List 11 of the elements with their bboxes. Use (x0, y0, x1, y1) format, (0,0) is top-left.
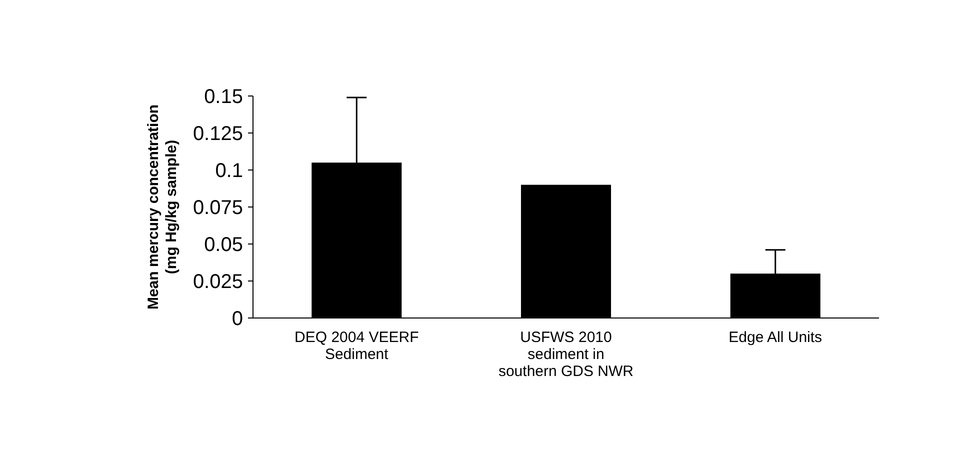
y-axis-title: Mean mercury concentration (mg Hg/kg sample) (145, 104, 180, 310)
y-tick-label: 0.025 (192, 271, 243, 293)
y-tick-label: 0.15 (204, 86, 243, 108)
y-tick-label: 0.125 (192, 123, 243, 145)
y-tick-label: 0.05 (204, 234, 243, 256)
x-tick-label: USFWS 2010 sediment in southern GDS NWR (498, 329, 634, 380)
x-tick-label: Edge All Units (728, 329, 822, 346)
x-tick-label: DEQ 2004 VEERF Sediment (294, 329, 419, 363)
y-tick-label: 0.075 (192, 197, 243, 219)
y-tick-label: 0.1 (215, 160, 243, 182)
y-tick-label: 0 (232, 308, 243, 330)
